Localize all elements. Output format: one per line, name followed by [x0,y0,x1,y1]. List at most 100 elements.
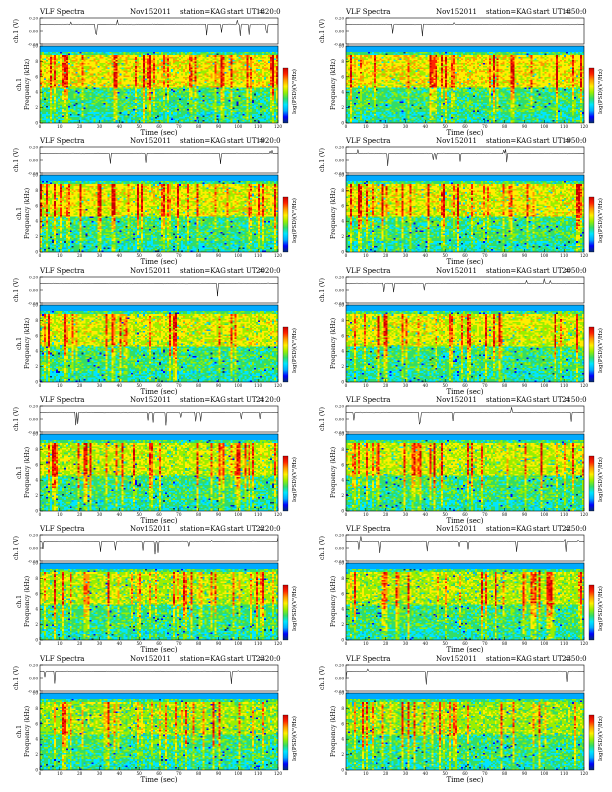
amplitude-tick-label: 0.00 [29,29,38,34]
spectrogram-cells [40,46,278,123]
spectrogram-panel-2: VLF Spectra Nov152011 station=KAG start UT … [318,6,612,138]
time-tick-label: 120 [274,383,282,388]
time-tick-label: 90 [216,383,222,388]
panel-date: Nov152011 [130,267,171,275]
frequency-tick-label: 2 [341,105,344,110]
time-tick-label: 90 [216,771,222,776]
spectrogram-cells [346,434,584,511]
frequency-tick-label: 4 [341,478,344,483]
time-tick-label: 20 [383,771,389,776]
amplitude-axis-label: ch.1 (V) [319,148,326,172]
frequency-tick-label: 8 [35,317,38,322]
channel-label: ch.1 [16,207,23,220]
amplitude-axis-label: ch.1 (V) [13,148,20,172]
time-tick-label: 10 [57,124,63,129]
frequency-axis-label: Frequency (kHz) [24,59,31,110]
colorbar-label: log(PSD)(V²/Hz) [597,69,604,114]
time-tick-label: 10 [57,641,63,646]
frequency-axis-label: Frequency (kHz) [24,188,31,239]
time-tick-label: 100 [540,512,548,517]
time-tick-label: 90 [216,253,222,258]
frequency-tick-label: 2 [35,234,38,239]
time-tick-label: 0 [39,124,42,129]
time-tick-label: 80 [502,253,508,258]
time-tick-label: 110 [560,641,568,646]
amplitude-tick-label: 0.00 [29,416,38,421]
frequency-tick-label: 6 [35,591,38,596]
amplitude-axis-label: ch.1 (V) [319,407,326,431]
time-tick-label: 20 [383,253,389,258]
frequency-tick-label: 8 [341,576,344,581]
panel-start-ut: 1920:0 [256,137,281,145]
spectrogram-cells [40,175,278,252]
amplitude-tick-label: 0.20 [335,662,344,667]
frequency-tick-label: 4 [35,219,38,224]
frequency-axis-label: Frequency (kHz) [24,318,31,369]
frequency-tick-label: 6 [341,591,344,596]
frequency-tick-label: 8 [35,576,38,581]
frequency-tick-label: 4 [35,348,38,353]
amplitude-axis-label: ch.1 (V) [13,536,20,560]
time-tick-label: 100 [234,383,242,388]
amplitude-frame [346,277,584,303]
frequency-tick-label: 10 [339,431,345,436]
panel-station: station=KAG [180,267,226,275]
colorbar [283,327,288,382]
spectrogram-cells [40,305,278,382]
time-tick-label: 30 [403,512,409,517]
time-tick-label: 20 [383,124,389,129]
time-tick-label: 100 [540,383,548,388]
frequency-axis-label: Frequency (kHz) [330,318,337,369]
frequency-tick-label: 10 [339,561,345,566]
spectrogram-panel-7: VLF Spectra Nov152011 station=KAG start UT … [12,394,308,526]
frequency-tick-label: 4 [35,736,38,741]
time-tick-label: 80 [196,641,202,646]
spectrogram-panel-11: VLF Spectra Nov152011 station=KAG start UT … [12,653,308,785]
time-tick-label: 110 [254,771,262,776]
spectrogram-panel-10: VLF Spectra Nov152011 station=KAG start UT … [318,523,612,655]
frequency-tick-label: 2 [341,752,344,757]
frequency-tick-label: 6 [35,204,38,209]
frequency-tick-label: 10 [33,690,39,695]
frequency-tick-label: 10 [339,690,345,695]
colorbar [283,456,288,511]
frequency-tick-label: 4 [341,219,344,224]
frequency-tick-label: 10 [33,44,39,49]
frequency-tick-label: 4 [341,348,344,353]
panel-station: station=KAG [486,525,532,533]
amplitude-axis-label: ch.1 (V) [13,19,20,43]
time-tick-label: 120 [274,253,282,258]
channel-label: ch.1 [16,78,23,91]
frequency-tick-label: 2 [341,493,344,498]
frequency-tick-label: 10 [339,173,345,178]
panel-title: VLF Spectra [345,137,390,145]
amplitude-tick-label: 0.20 [335,145,344,150]
time-tick-label: 80 [502,383,508,388]
frequency-tick-label: 2 [35,752,38,757]
time-tick-label: 0 [345,124,348,129]
time-tick-label: 30 [403,383,409,388]
frequency-tick-label: 2 [35,364,38,369]
panel-title: VLF Spectra [39,267,84,275]
panel-title: VLF Spectra [345,396,390,404]
time-tick-label: 30 [97,641,103,646]
panel-station: station=KAG [486,8,532,16]
channel-label: ch.1 [16,337,23,350]
amplitude-axis-label: ch.1 (V) [319,278,326,302]
time-tick-label: 10 [363,124,369,129]
time-tick-label: 10 [363,383,369,388]
frequency-axis-label: Frequency (kHz) [330,188,337,239]
time-tick-label: 30 [97,512,103,517]
spectrogram-cells [346,563,584,640]
colorbar-label: log(PSD)(V²/Hz) [291,328,298,373]
colorbar [283,715,288,770]
amplitude-tick-label: 0.20 [29,145,38,150]
time-tick-label: 40 [423,771,429,776]
time-tick-label: 90 [522,512,528,517]
amplitude-tick-label: 0.00 [335,287,344,292]
panel-date: Nov152011 [436,267,477,275]
panel-start-ut: 2350:0 [562,655,587,663]
time-tick-label: 20 [77,641,83,646]
panel-start-ut: 2120:0 [256,396,281,404]
time-tick-label: 10 [363,512,369,517]
